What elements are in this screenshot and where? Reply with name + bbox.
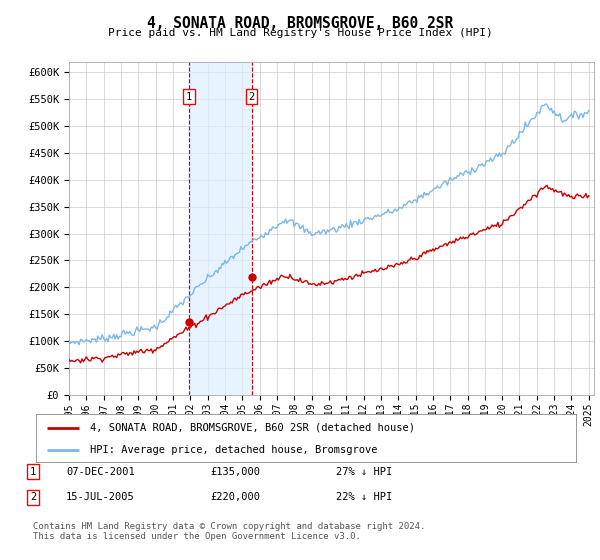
Text: Contains HM Land Registry data © Crown copyright and database right 2024.
This d: Contains HM Land Registry data © Crown c…	[33, 522, 425, 542]
Text: 1: 1	[186, 92, 192, 101]
Text: 4, SONATA ROAD, BROMSGROVE, B60 2SR (detached house): 4, SONATA ROAD, BROMSGROVE, B60 2SR (det…	[90, 423, 415, 433]
Text: HPI: Average price, detached house, Bromsgrove: HPI: Average price, detached house, Brom…	[90, 445, 377, 455]
Text: 07-DEC-2001: 07-DEC-2001	[66, 466, 135, 477]
Text: £220,000: £220,000	[210, 492, 260, 502]
Text: 2: 2	[248, 92, 255, 101]
Text: 2: 2	[30, 492, 36, 502]
Text: Price paid vs. HM Land Registry's House Price Index (HPI): Price paid vs. HM Land Registry's House …	[107, 28, 493, 38]
Text: 15-JUL-2005: 15-JUL-2005	[66, 492, 135, 502]
Text: 4, SONATA ROAD, BROMSGROVE, B60 2SR: 4, SONATA ROAD, BROMSGROVE, B60 2SR	[147, 16, 453, 31]
Text: 27% ↓ HPI: 27% ↓ HPI	[336, 466, 392, 477]
Text: £135,000: £135,000	[210, 466, 260, 477]
Text: 22% ↓ HPI: 22% ↓ HPI	[336, 492, 392, 502]
Bar	[189, 62, 251, 395]
Text: 1: 1	[30, 466, 36, 477]
